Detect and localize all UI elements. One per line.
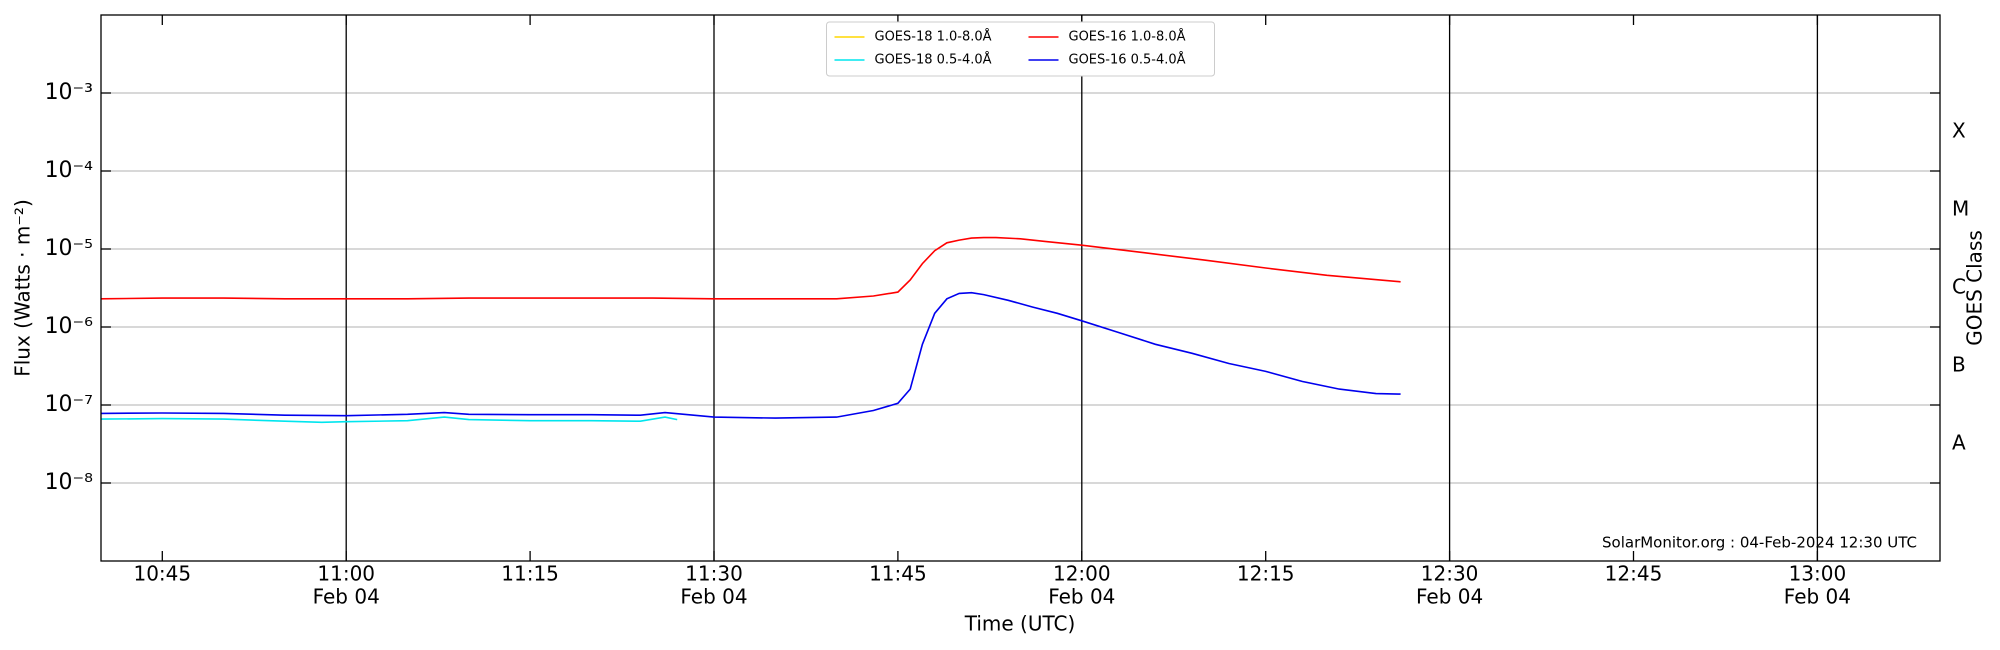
x-tick-label: 11:45 [869, 562, 927, 586]
x-tick-label: 12:30 [1421, 562, 1479, 586]
x-axis-label: Time (UTC) [964, 612, 1076, 636]
y-tick-label: 10⁻⁸ [45, 470, 94, 495]
y2-tick-label: A [1952, 431, 1966, 455]
series-line [100, 416, 678, 424]
y2-axis-label: GOES Class [1963, 230, 1987, 346]
x-tick-label: 10:45 [133, 562, 191, 586]
x-tick-label: 13:00 [1789, 562, 1847, 586]
y-tick-label: 10⁻³ [45, 80, 93, 105]
x-tick-sublabel: Feb 04 [313, 585, 380, 609]
x-tick-sublabel: Feb 04 [1416, 585, 1483, 609]
x-tick-sublabel: Feb 04 [1784, 585, 1851, 609]
y2-tick-label: B [1952, 353, 1966, 377]
legend-label: GOES-18 1.0-8.0Å [875, 29, 992, 45]
legend-label: GOES-18 0.5-4.0Å [875, 52, 992, 68]
y2-tick-label: C [1952, 275, 1966, 299]
series-line [100, 236, 1401, 300]
legend-label: GOES-16 0.5-4.0Å [1069, 52, 1186, 68]
y-axis-label: Flux (Watts · m⁻²) [11, 199, 35, 377]
series-line [100, 291, 1401, 419]
x-tick-label: 12:45 [1605, 562, 1663, 586]
x-tick-label: 11:00 [317, 562, 375, 586]
plot-frame [100, 14, 1941, 562]
y-tick-label: 10⁻⁵ [45, 236, 93, 261]
x-tick-label: 11:30 [685, 562, 743, 586]
annotation: SolarMonitor.org : 04-Feb-2024 12:30 UTC [1602, 534, 1917, 552]
x-tick-label: 11:15 [501, 562, 559, 586]
y-tick-label: 10⁻⁴ [45, 158, 94, 183]
legend-box [826, 21, 1215, 77]
y-tick-label: 10⁻⁷ [45, 392, 93, 417]
x-tick-sublabel: Feb 04 [680, 585, 747, 609]
y2-tick-label: M [1952, 197, 1969, 221]
x-tick-sublabel: Feb 04 [1048, 585, 1115, 609]
x-tick-label: 12:00 [1053, 562, 1111, 586]
y-tick-label: 10⁻⁶ [45, 314, 94, 339]
legend: GOES-18 1.0-8.0Å GOES-16 1.0-8.0Å GOES-18 … [826, 21, 1215, 77]
x-tick-label: 12:15 [1237, 562, 1295, 586]
legend-label: GOES-16 1.0-8.0Å [1069, 29, 1186, 45]
y2-tick-label: X [1952, 119, 1966, 143]
